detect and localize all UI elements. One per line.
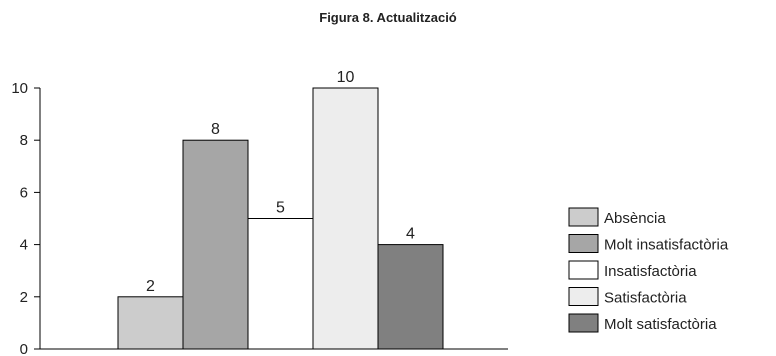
legend-swatch xyxy=(568,207,599,227)
bar xyxy=(182,139,249,350)
y-tick-label: 2 xyxy=(20,289,28,306)
legend-swatch xyxy=(568,234,599,253)
y-tick-label: 10 xyxy=(11,80,28,97)
bar xyxy=(247,218,314,350)
data-labels: 2 8 5 10 4 xyxy=(146,69,415,295)
bar xyxy=(312,87,379,350)
bar xyxy=(377,244,444,350)
data-label: 4 xyxy=(406,226,415,243)
data-label: 8 xyxy=(211,121,220,138)
y-tick-label: 8 xyxy=(20,132,28,149)
bar xyxy=(117,296,184,350)
y-tick-label: 6 xyxy=(20,184,28,201)
y-tick-label: 4 xyxy=(20,237,28,254)
legend-label: Molt satisfactòria xyxy=(604,316,717,333)
bars xyxy=(117,87,444,350)
legend-label: Insatisfactòria xyxy=(604,263,697,280)
legend-swatch xyxy=(568,313,599,333)
chart-title: Figura 8. Actualització xyxy=(319,10,457,25)
y-tick-label: 0 xyxy=(20,341,28,356)
data-label: 5 xyxy=(276,200,285,217)
legend-label: Absència xyxy=(604,210,666,227)
data-label: 10 xyxy=(337,69,355,86)
legend-swatch xyxy=(568,287,599,306)
legend: Absència Molt insatisfactòria Insatisfactò… xyxy=(568,207,729,333)
data-label: 2 xyxy=(146,278,155,295)
legend-label: Molt insatisfactòria xyxy=(604,237,729,254)
legend-label: Satisfactòria xyxy=(604,290,687,307)
legend-swatch xyxy=(568,260,599,280)
